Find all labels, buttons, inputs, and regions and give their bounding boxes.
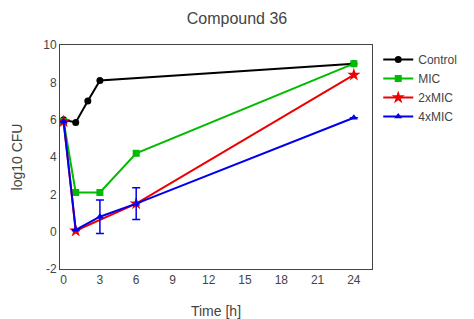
svg-text:24: 24 (347, 273, 361, 287)
svg-text:21: 21 (311, 273, 325, 287)
svg-text:2xMIC: 2xMIC (418, 91, 453, 105)
svg-text:10: 10 (43, 38, 57, 52)
svg-text:9: 9 (169, 273, 176, 287)
svg-text:Control: Control (418, 53, 457, 67)
svg-text:6: 6 (133, 273, 140, 287)
svg-text:-2: -2 (46, 262, 57, 276)
svg-text:4xMIC: 4xMIC (418, 110, 453, 124)
svg-text:log10 CFU: log10 CFU (9, 124, 25, 191)
svg-text:0: 0 (60, 273, 67, 287)
svg-text:18: 18 (275, 273, 289, 287)
svg-text:0: 0 (50, 225, 57, 239)
svg-text:MIC: MIC (418, 72, 440, 86)
svg-text:12: 12 (202, 273, 216, 287)
svg-text:15: 15 (238, 273, 252, 287)
svg-text:4: 4 (50, 150, 57, 164)
svg-text:8: 8 (50, 76, 57, 90)
svg-text:2: 2 (50, 188, 57, 202)
svg-text:Compound 36: Compound 36 (187, 10, 288, 27)
svg-text:3: 3 (97, 273, 104, 287)
svg-text:6: 6 (50, 113, 57, 127)
svg-text:Time [h]: Time [h] (191, 303, 241, 319)
